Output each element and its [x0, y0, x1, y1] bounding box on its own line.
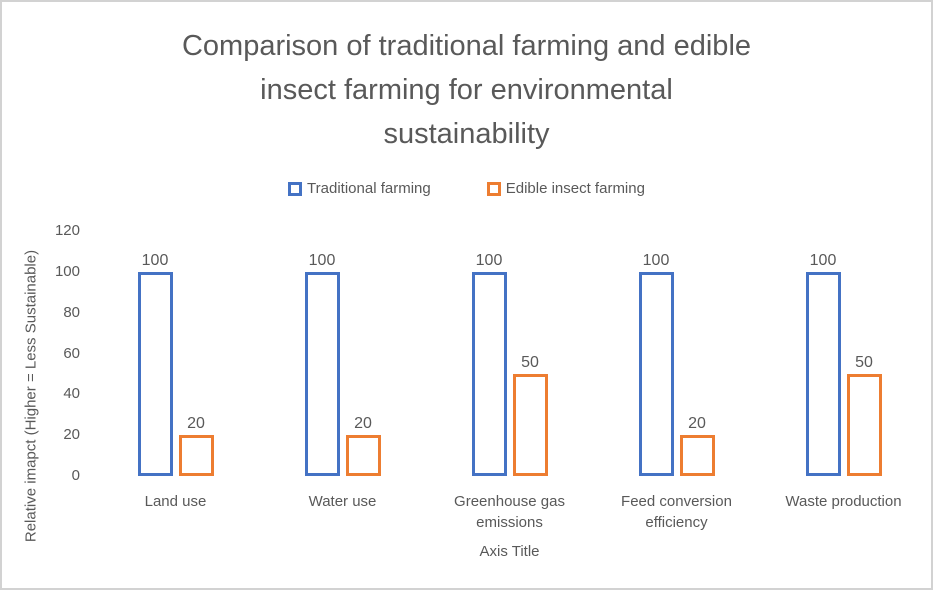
- bar-value-label: 50: [521, 354, 539, 371]
- chart-title-line-3: sustainability: [383, 118, 550, 150]
- bar-value-label: 20: [354, 415, 372, 432]
- y-tick-label: 40: [63, 385, 80, 403]
- bar: 20: [345, 415, 381, 476]
- legend-item-edible-insect-farming: Edible insect farming: [486, 180, 645, 197]
- category-label: Water use: [308, 493, 377, 510]
- category-label: Land use: [144, 493, 207, 510]
- legend-label: Traditional farming: [307, 180, 431, 197]
- y-axis-title: Relative imapct (Higher = Less Sustainab…: [22, 249, 40, 543]
- chart-title-line-2: insect farming for environmental: [260, 74, 673, 106]
- chart-title-line-1: Comparison of traditional farming and ed…: [181, 30, 752, 62]
- category-label: Waste production: [785, 493, 902, 510]
- x-axis-category-labels: Land use Water use Greenhouse gas emission…: [92, 491, 927, 533]
- bar: 100: [471, 252, 507, 476]
- bar: 100: [137, 252, 173, 476]
- legend: Traditional farming Edible insect farmin…: [2, 180, 931, 197]
- bar: 50: [846, 354, 882, 476]
- category-group: 100 20: [259, 231, 426, 476]
- y-tick-label: 80: [63, 303, 80, 321]
- y-tick-label: 0: [71, 467, 80, 484]
- plot-area: 100 20 100 20 100 50 100 20 100 50: [92, 231, 927, 476]
- y-tick-label: 120: [54, 222, 80, 239]
- bar-value-label: 100: [308, 252, 336, 269]
- legend-swatch-icon: [288, 181, 303, 196]
- legend-label: Edible insect farming: [505, 180, 645, 197]
- y-tick-label: 60: [63, 344, 80, 362]
- bar-value-label: 20: [688, 415, 706, 432]
- bar-value-label: 100: [475, 252, 503, 269]
- bar-value-label: 20: [187, 415, 205, 432]
- category-group: 100 20: [92, 231, 259, 476]
- bar: 100: [638, 252, 674, 476]
- category-group: 100 20: [593, 231, 760, 476]
- y-axis-tick-labels: 120 100 80 60 40 20 0: [42, 222, 80, 484]
- bar-value-label: 100: [642, 252, 670, 269]
- bar-value-label: 100: [809, 252, 837, 269]
- bar: 50: [512, 354, 548, 476]
- category-group: 100 50: [426, 231, 593, 476]
- bar: 20: [178, 415, 214, 476]
- category-group: 100 50: [760, 231, 927, 476]
- bar: 20: [679, 415, 715, 476]
- x-axis-title: Axis Title: [479, 543, 540, 560]
- category-label: Greenhouse gas emissions: [454, 493, 565, 531]
- y-tick-label: 20: [63, 426, 80, 444]
- legend-item-traditional-farming: Traditional farming: [288, 180, 431, 197]
- bar: 100: [304, 252, 340, 476]
- chart-title: Comparison of traditional farming and ed…: [2, 24, 931, 156]
- bar-value-label: 100: [141, 252, 169, 269]
- category-label: Feed conversion efficiency: [621, 493, 732, 531]
- bar: 100: [805, 252, 841, 476]
- bar-value-label: 50: [855, 354, 873, 371]
- y-tick-label: 100: [54, 262, 80, 280]
- legend-swatch-icon: [486, 181, 501, 196]
